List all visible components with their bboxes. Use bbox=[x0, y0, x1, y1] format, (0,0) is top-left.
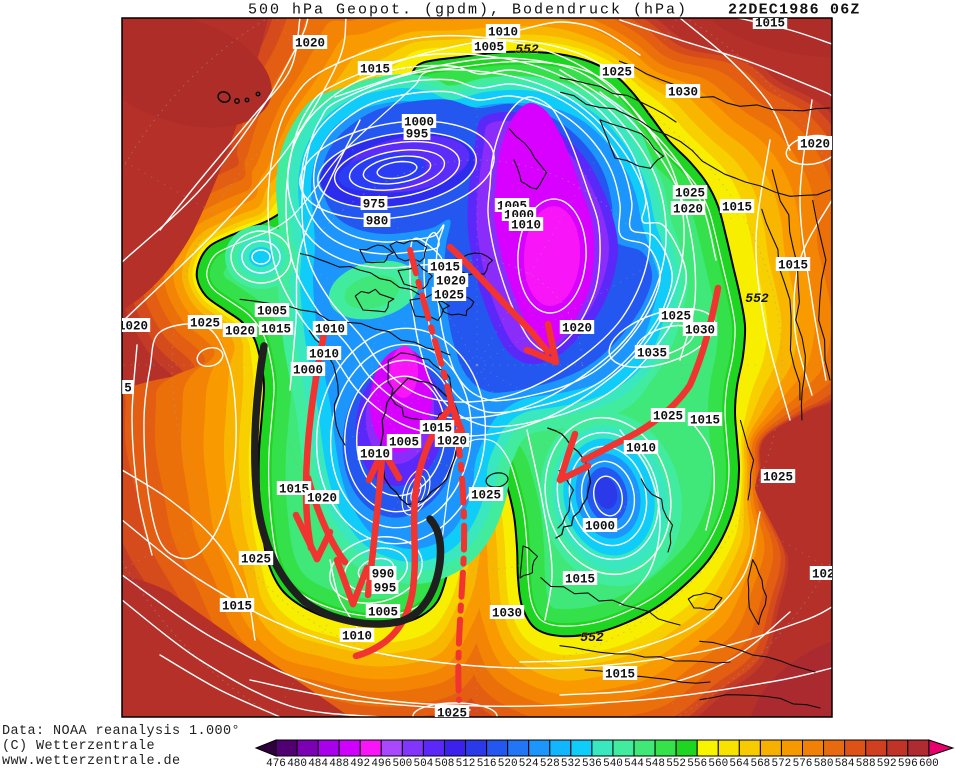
svg-text:995: 995 bbox=[406, 128, 429, 142]
svg-text:552: 552 bbox=[580, 630, 604, 645]
svg-text:975: 975 bbox=[363, 198, 386, 212]
svg-text:1015: 1015 bbox=[778, 259, 808, 273]
svg-text:504: 504 bbox=[413, 758, 433, 768]
svg-text:600: 600 bbox=[919, 758, 939, 768]
svg-text:1020: 1020 bbox=[437, 435, 467, 449]
svg-text:5: 5 bbox=[124, 382, 132, 396]
svg-text:1005: 1005 bbox=[389, 436, 419, 450]
svg-text:1010: 1010 bbox=[309, 348, 339, 362]
svg-text:568: 568 bbox=[750, 758, 770, 768]
svg-text:496: 496 bbox=[371, 758, 391, 768]
svg-text:1025: 1025 bbox=[602, 66, 632, 80]
svg-text:484: 484 bbox=[308, 758, 328, 768]
svg-text:1030: 1030 bbox=[492, 607, 522, 621]
svg-text:1015: 1015 bbox=[279, 483, 309, 497]
svg-text:1025: 1025 bbox=[190, 317, 220, 331]
svg-text:1015: 1015 bbox=[360, 63, 390, 77]
svg-text:564: 564 bbox=[729, 758, 749, 768]
svg-text:584: 584 bbox=[835, 758, 855, 768]
svg-text:1025: 1025 bbox=[675, 187, 705, 201]
svg-text:476: 476 bbox=[266, 758, 286, 768]
svg-text:(C) Wetterzentrale: (C) Wetterzentrale bbox=[2, 739, 155, 754]
svg-text:1025: 1025 bbox=[661, 310, 691, 324]
svg-text:1025: 1025 bbox=[653, 410, 683, 424]
svg-text:1025: 1025 bbox=[241, 553, 271, 567]
svg-text:1020: 1020 bbox=[800, 138, 830, 152]
svg-text:1025: 1025 bbox=[763, 471, 793, 485]
svg-text:1015: 1015 bbox=[755, 17, 785, 31]
svg-text:1015: 1015 bbox=[690, 414, 720, 428]
svg-text:580: 580 bbox=[814, 758, 834, 768]
svg-text:1025: 1025 bbox=[437, 707, 467, 721]
svg-text:1025: 1025 bbox=[471, 489, 501, 503]
svg-text:1015: 1015 bbox=[222, 600, 252, 614]
svg-text:540: 540 bbox=[603, 758, 623, 768]
svg-text:1010: 1010 bbox=[626, 442, 656, 456]
svg-text:Data: NOAA reanalysis 1.000°: Data: NOAA reanalysis 1.000° bbox=[2, 724, 240, 739]
svg-text:592: 592 bbox=[877, 758, 897, 768]
svg-text:556: 556 bbox=[687, 758, 707, 768]
svg-text:552: 552 bbox=[745, 291, 769, 306]
svg-text:536: 536 bbox=[582, 758, 602, 768]
svg-text:1000: 1000 bbox=[585, 520, 615, 534]
svg-text:1025: 1025 bbox=[434, 289, 464, 303]
svg-text:1020: 1020 bbox=[562, 322, 592, 336]
svg-text:560: 560 bbox=[708, 758, 728, 768]
svg-text:520: 520 bbox=[498, 758, 518, 768]
svg-text:1000: 1000 bbox=[293, 364, 323, 378]
svg-text:995: 995 bbox=[374, 582, 397, 596]
svg-text:1035: 1035 bbox=[637, 347, 667, 361]
svg-text:1015: 1015 bbox=[722, 201, 752, 215]
svg-text:532: 532 bbox=[561, 758, 581, 768]
svg-text:1020: 1020 bbox=[436, 275, 466, 289]
svg-text:22DEC1986 06Z: 22DEC1986 06Z bbox=[728, 2, 861, 19]
svg-text:480: 480 bbox=[287, 758, 307, 768]
svg-text:596: 596 bbox=[898, 758, 918, 768]
svg-text:512: 512 bbox=[456, 758, 476, 768]
svg-text:544: 544 bbox=[624, 758, 644, 768]
svg-text:1010: 1010 bbox=[315, 323, 345, 337]
svg-text:492: 492 bbox=[350, 758, 370, 768]
svg-text:588: 588 bbox=[856, 758, 876, 768]
svg-text:1030: 1030 bbox=[668, 86, 698, 100]
svg-text:1005: 1005 bbox=[368, 606, 398, 620]
svg-text:1020: 1020 bbox=[307, 492, 337, 506]
svg-text:1020: 1020 bbox=[225, 325, 255, 339]
svg-text:1015: 1015 bbox=[605, 668, 635, 682]
svg-text:552: 552 bbox=[515, 42, 539, 57]
svg-text:1020: 1020 bbox=[673, 203, 703, 217]
svg-text:528: 528 bbox=[540, 758, 560, 768]
svg-text:1005: 1005 bbox=[474, 41, 504, 55]
svg-text:1015: 1015 bbox=[261, 323, 291, 337]
svg-text:www.wetterzentrale.de: www.wetterzentrale.de bbox=[2, 754, 181, 768]
svg-text:1010: 1010 bbox=[342, 630, 372, 644]
svg-text:488: 488 bbox=[329, 758, 349, 768]
svg-text:980: 980 bbox=[366, 215, 389, 229]
svg-text:524: 524 bbox=[519, 758, 539, 768]
svg-text:508: 508 bbox=[435, 758, 455, 768]
svg-text:500: 500 bbox=[392, 758, 412, 768]
svg-text:1015: 1015 bbox=[430, 261, 460, 275]
svg-text:1010: 1010 bbox=[488, 26, 518, 40]
svg-text:572: 572 bbox=[771, 758, 791, 768]
svg-text:1015: 1015 bbox=[565, 573, 595, 587]
svg-text:1005: 1005 bbox=[257, 305, 287, 319]
svg-text:1020: 1020 bbox=[295, 37, 325, 51]
svg-text:576: 576 bbox=[793, 758, 813, 768]
svg-text:548: 548 bbox=[645, 758, 665, 768]
svg-text:1020: 1020 bbox=[118, 320, 148, 334]
svg-text:500 hPa Geopot. (gpdm), Bodend: 500 hPa Geopot. (gpdm), Bodendruck (hPa) bbox=[248, 2, 688, 19]
svg-text:516: 516 bbox=[477, 758, 497, 768]
svg-text:1010: 1010 bbox=[360, 448, 390, 462]
svg-text:990: 990 bbox=[372, 568, 395, 582]
svg-text:1030: 1030 bbox=[685, 324, 715, 338]
svg-text:1015: 1015 bbox=[422, 422, 452, 436]
svg-text:1020: 1020 bbox=[812, 568, 842, 582]
svg-text:552: 552 bbox=[666, 758, 686, 768]
svg-text:1010: 1010 bbox=[511, 219, 541, 233]
